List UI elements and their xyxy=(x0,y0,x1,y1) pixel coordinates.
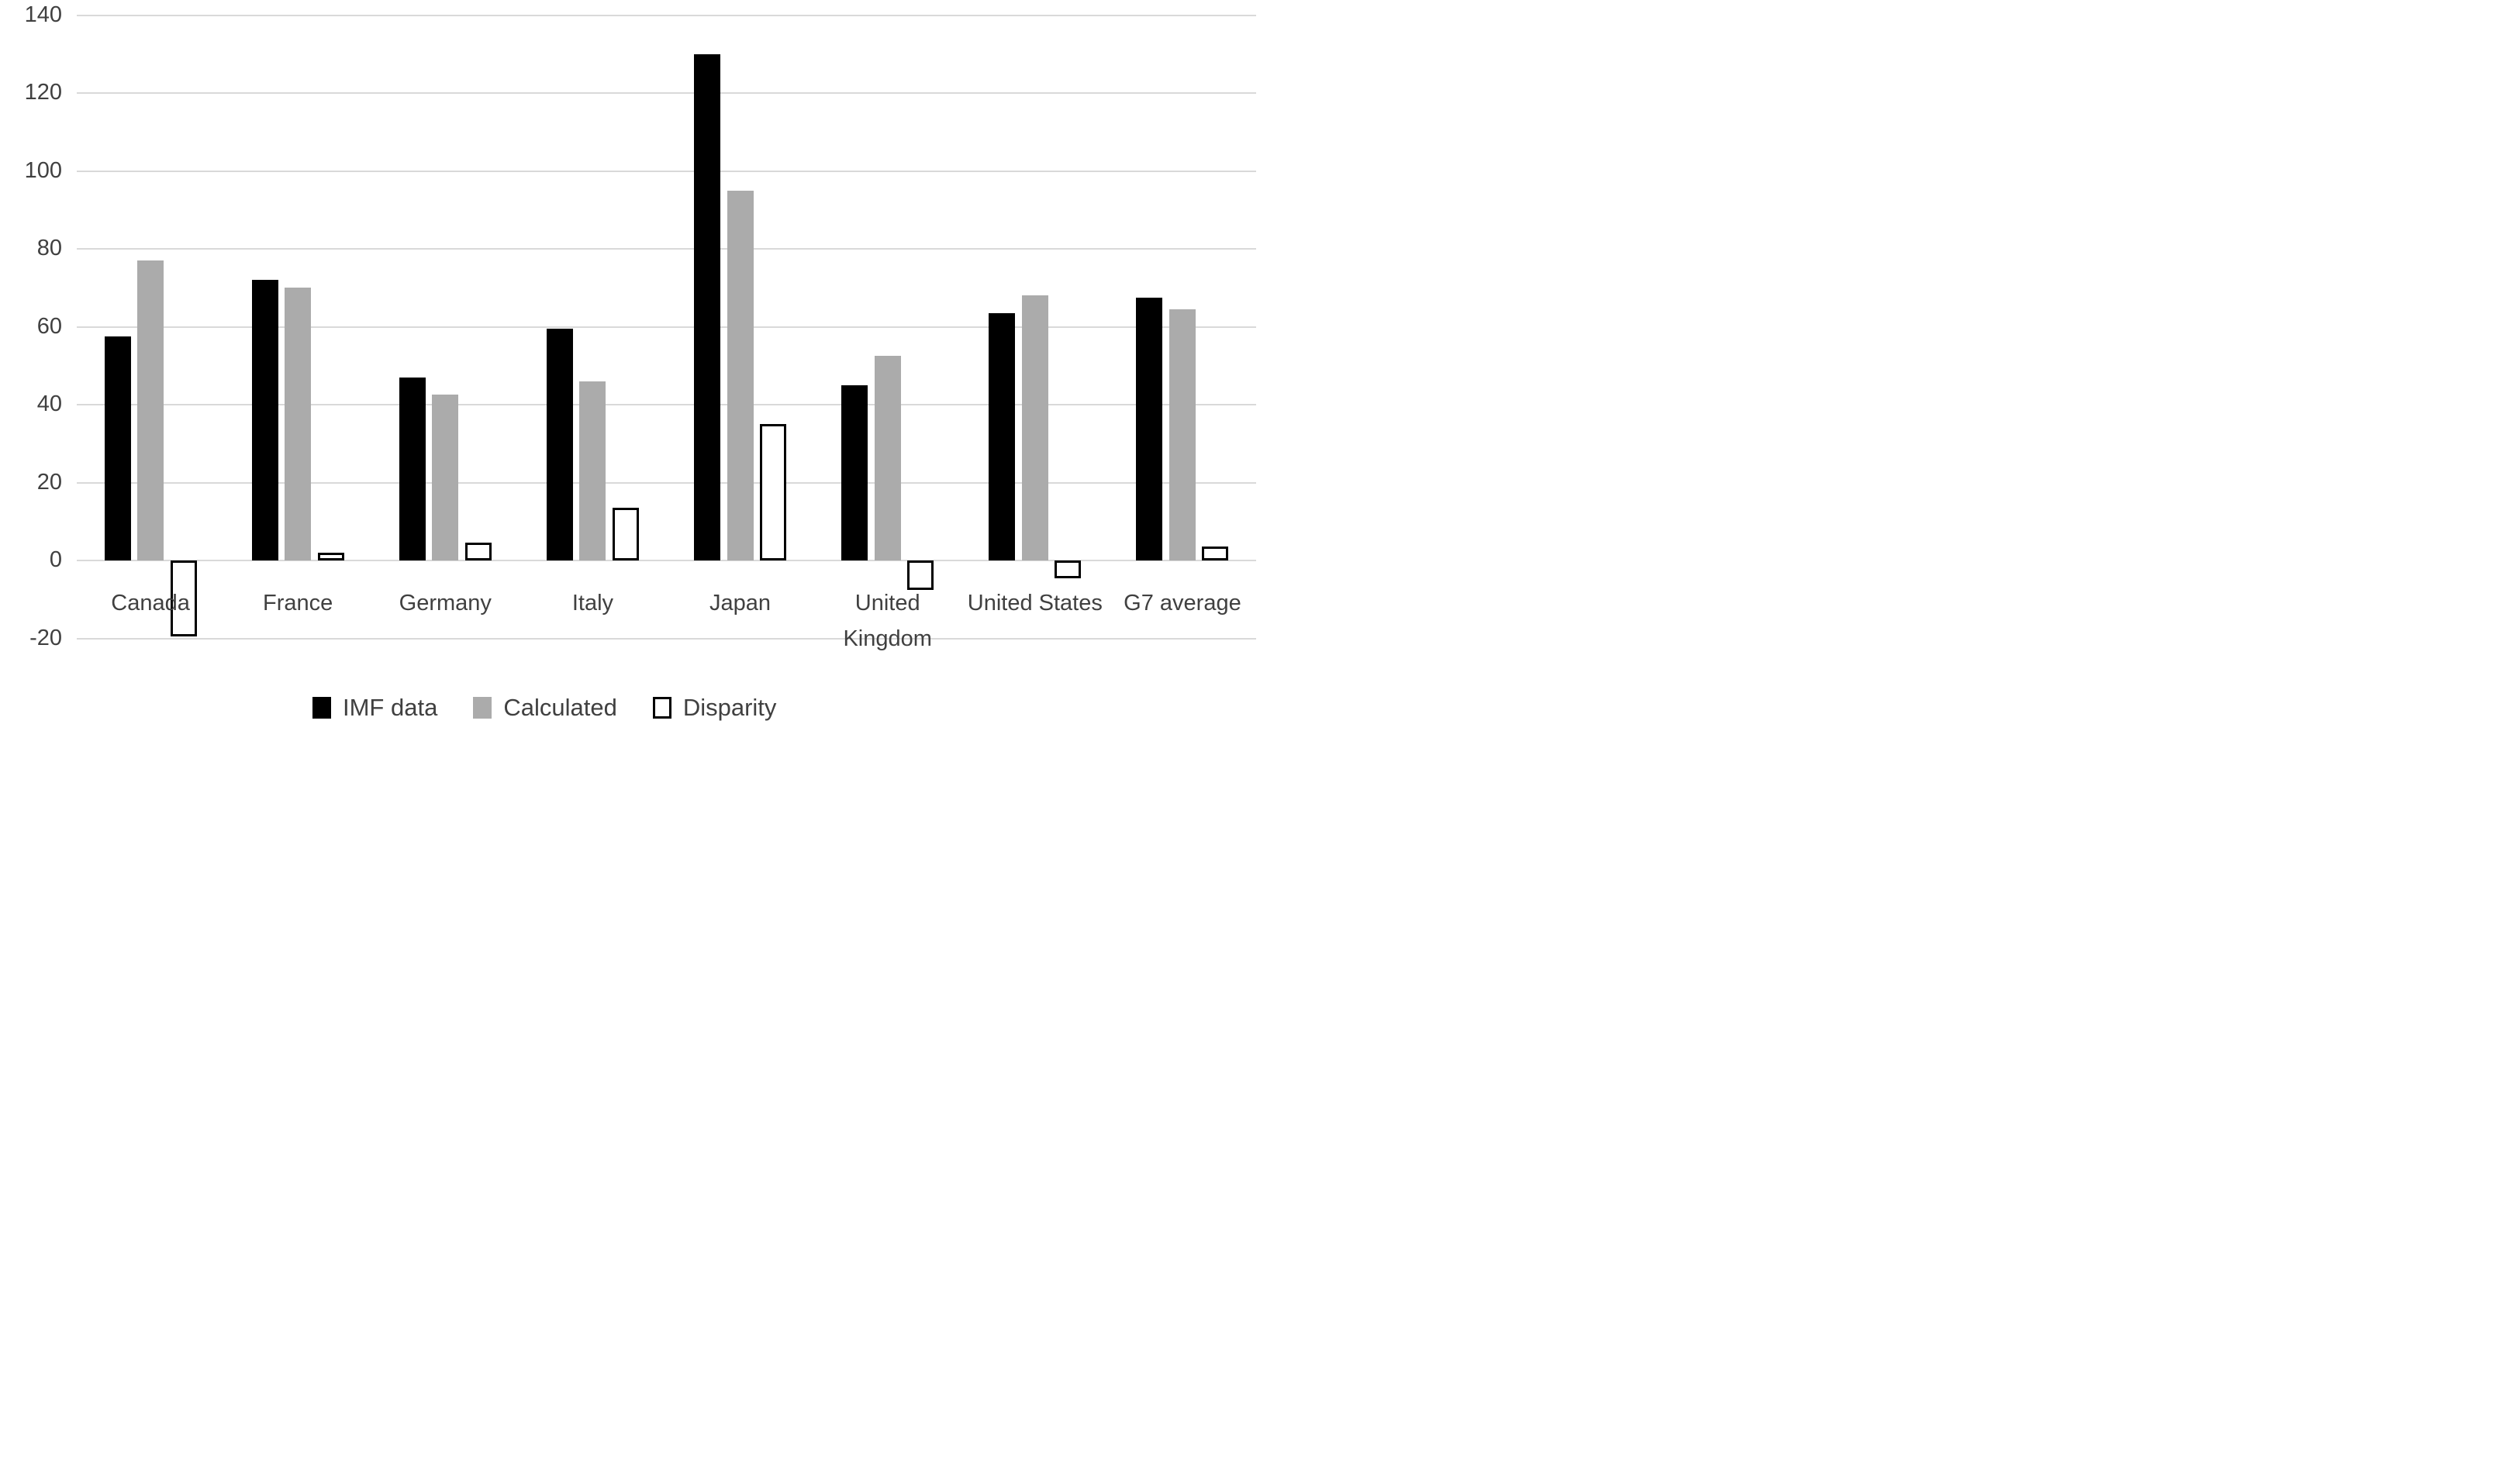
bar-g7-average-imf-data xyxy=(1136,297,1163,560)
gridline--20 xyxy=(77,637,1256,640)
bar-italy-calculated xyxy=(579,381,606,560)
bar-japan-imf-data xyxy=(694,53,721,560)
bar-italy-disparity xyxy=(612,508,639,560)
y-tick-label-20: 20 xyxy=(36,469,62,495)
x-axis-label-france: France xyxy=(263,591,333,616)
bar-chart: 140 120 100 80 60 40 20 0 -20 Canada France German… xyxy=(0,0,1260,735)
x-axis-label-canada: Canada xyxy=(111,591,190,616)
legend-item-imf-data: IMF data xyxy=(312,695,437,719)
bar-united-states-imf-data xyxy=(989,312,1016,560)
legend-swatch-calculated xyxy=(473,696,492,719)
bar-united-states-calculated xyxy=(1021,295,1048,560)
gridline-40 xyxy=(77,404,1256,405)
legend-swatch-disparity xyxy=(652,696,671,719)
y-tick-label-100: 100 xyxy=(24,157,62,183)
bar-japan-disparity xyxy=(760,424,787,560)
bar-g7-average-disparity xyxy=(1202,547,1229,560)
bar-france-calculated xyxy=(285,288,312,560)
bar-germany-disparity xyxy=(464,543,492,560)
legend-item-disparity: Disparity xyxy=(652,694,777,721)
y-tick-label-60: 60 xyxy=(36,313,62,339)
y-tick-label-140: 140 xyxy=(24,2,62,27)
bar-japan-calculated xyxy=(727,190,754,560)
y-tick-label-120: 120 xyxy=(24,80,62,105)
x-axis-label-united-kingdom: United Kingdom xyxy=(843,591,932,651)
bar-united-kingdom-calculated xyxy=(874,356,901,560)
gridline-140 xyxy=(77,14,1256,16)
bar-germany-calculated xyxy=(432,395,459,560)
legend-label-imf-data: IMF data xyxy=(343,694,438,721)
gridline-120 xyxy=(77,92,1256,94)
bar-canada-calculated xyxy=(137,260,164,560)
bar-united-states-disparity xyxy=(1055,560,1082,578)
gridline-80 xyxy=(77,248,1256,250)
y-tick-label-80: 80 xyxy=(36,236,62,260)
bar-france-disparity xyxy=(317,552,344,560)
bar-canada-disparity xyxy=(170,560,197,636)
bar-g7-average-calculated xyxy=(1169,309,1196,560)
x-axis-label-g7-average: G7 average xyxy=(1124,591,1241,616)
bar-canada-imf-data xyxy=(104,336,131,560)
y-tick-label-0: 0 xyxy=(49,547,62,572)
bar-united-kingdom-imf-data xyxy=(841,384,868,560)
y-tick-label--20: -20 xyxy=(29,625,62,650)
gridline-20 xyxy=(77,481,1256,484)
x-axis-label-japan: Japan xyxy=(709,591,772,616)
y-tick-label-40: 40 xyxy=(36,391,62,416)
bar-united-kingdom-disparity xyxy=(907,560,934,590)
legend: IMF data Calculated Disparity xyxy=(312,695,776,719)
bar-italy-imf-data xyxy=(546,329,573,560)
gridline-60 xyxy=(77,326,1256,328)
bar-france-imf-data xyxy=(251,280,278,560)
gridline-100 xyxy=(77,170,1256,172)
legend-label-calculated: Calculated xyxy=(503,694,617,721)
gridline-0 xyxy=(77,560,1256,561)
x-axis-label-united-states: United States xyxy=(967,591,1103,616)
x-axis-label-italy: Italy xyxy=(571,591,614,616)
legend-item-calculated: Calculated xyxy=(473,694,617,721)
x-axis-label-germany: Germany xyxy=(399,591,492,616)
legend-label-disparity: Disparity xyxy=(682,694,777,721)
legend-swatch-imf-data xyxy=(312,696,331,719)
bar-germany-imf-data xyxy=(399,377,426,560)
